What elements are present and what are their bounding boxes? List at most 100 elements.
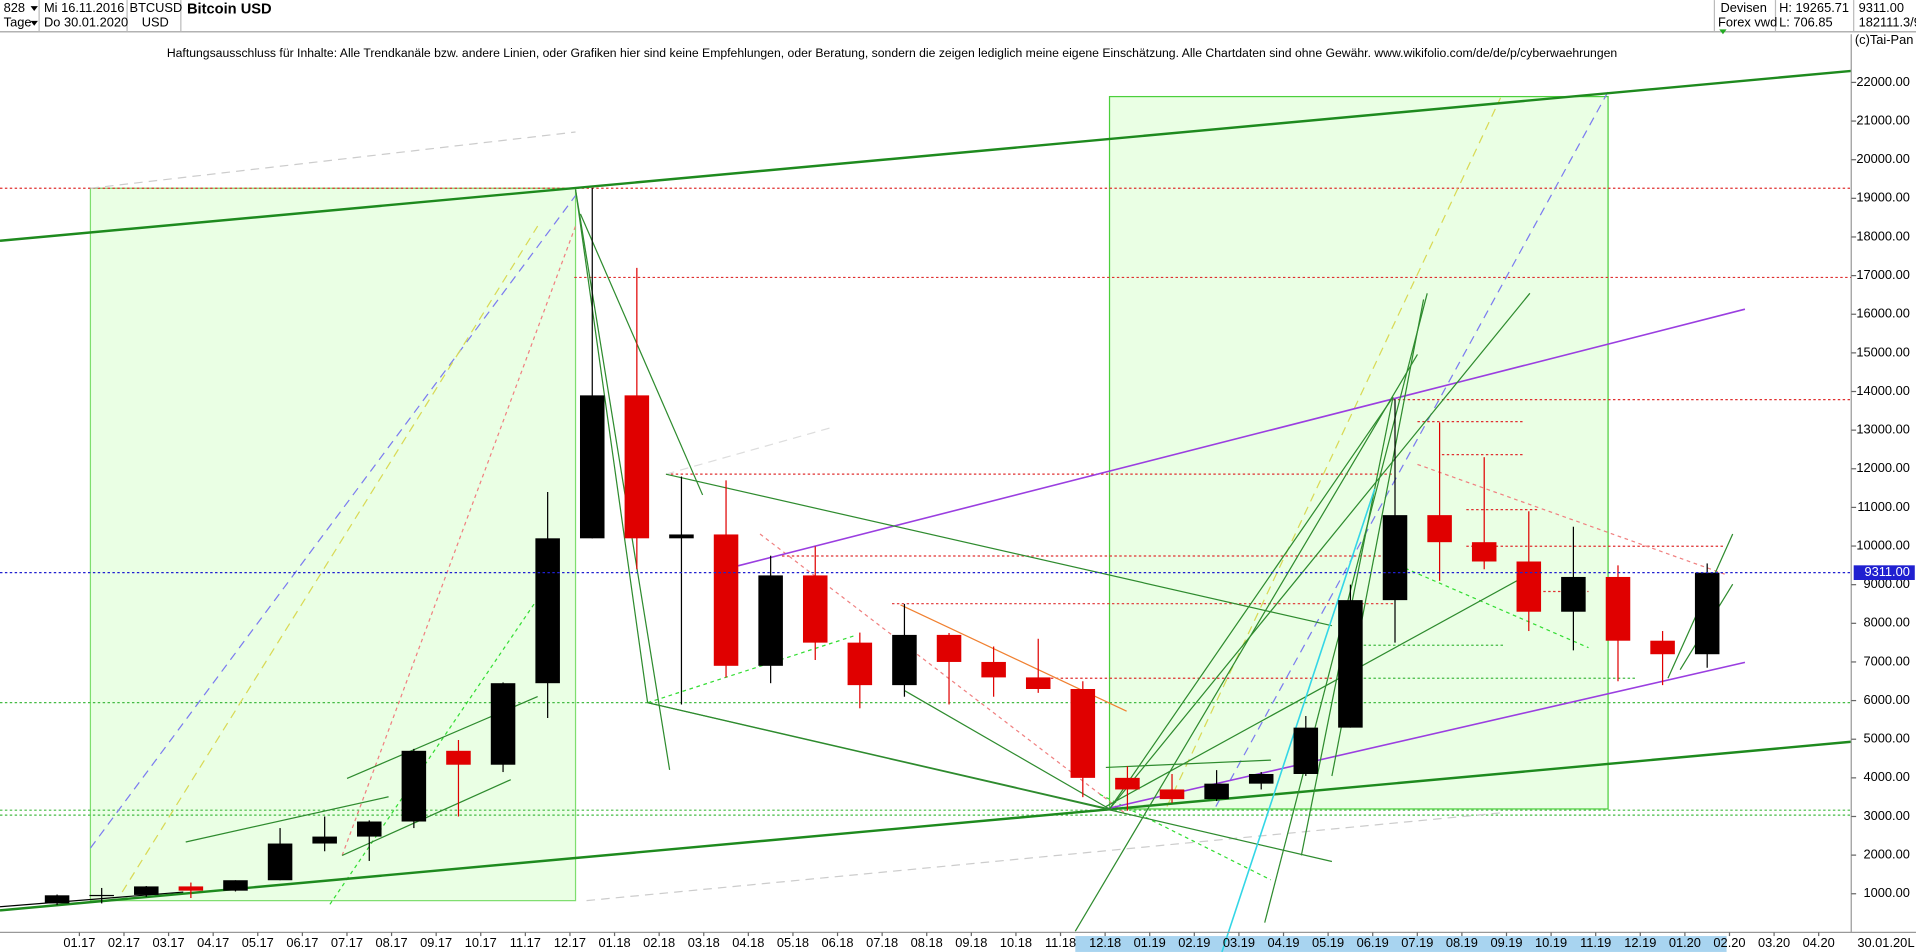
candle-body — [401, 750, 427, 822]
levels — [0, 187, 1852, 679]
x-tick-label: 01.18 — [598, 935, 630, 950]
x-tick-label: 08.17 — [376, 935, 408, 950]
candle-body — [89, 894, 114, 897]
y-tick-label: 17000.00 — [1856, 267, 1910, 282]
x-tick-label: 06.19 — [1357, 935, 1389, 950]
x-tick-label: 02.20 — [1713, 935, 1745, 950]
disclaimer: Haftungsausschluss für Inhalte: Alle Tre… — [167, 46, 1617, 60]
x-tick-label: 03.17 — [153, 935, 185, 950]
x-tick-label: 04.20 — [1803, 935, 1835, 950]
y-tick-label: 2000.00 — [1864, 847, 1910, 862]
end-date: Do 30.01.2020 — [44, 15, 128, 30]
currency: USD — [142, 15, 169, 30]
candle-body — [1248, 773, 1274, 784]
x-tick-label: 11.19 — [1580, 935, 1611, 950]
x-tick-label: 01.19 — [1134, 935, 1166, 950]
candle-body — [44, 895, 70, 904]
dropdown-arrow[interactable] — [30, 20, 38, 26]
candle-body — [134, 886, 159, 895]
y-tick-label: 21000.00 — [1856, 112, 1910, 127]
low: L: 706.85 — [1779, 15, 1833, 30]
y-tick-label: 19000.00 — [1856, 190, 1910, 205]
scale-mode[interactable]: L — [1907, 935, 1914, 950]
candle-body — [802, 575, 828, 643]
copyright: (c)Tai-Pan — [1855, 32, 1913, 47]
x-tick-label: 01.17 — [63, 935, 95, 950]
market: Devisen — [1720, 0, 1766, 15]
candle-body — [1204, 783, 1229, 800]
candle-body — [1516, 561, 1542, 612]
x-tick-label: 11.18 — [1045, 935, 1076, 950]
y-tick-label: 8000.00 — [1864, 615, 1910, 630]
y-tick-label: 18000.00 — [1856, 228, 1910, 243]
x-tick-label: 02.19 — [1178, 935, 1210, 950]
last-price-box — [1853, 565, 1915, 580]
x-tick-label: 04.19 — [1267, 935, 1299, 950]
last-price-label: 9311.00 — [1864, 564, 1909, 579]
start-date: Mi 16.11.2016 — [44, 0, 124, 15]
candle-body — [535, 538, 560, 684]
chart-id[interactable]: 828 — [4, 0, 25, 15]
x-tick-label: 07.19 — [1401, 935, 1433, 950]
x-tick-label: 07.17 — [331, 935, 363, 950]
x-tick-label: 12.18 — [1089, 935, 1121, 950]
candle-body — [267, 843, 293, 881]
y-tick-label: 16000.00 — [1856, 306, 1910, 321]
x-tick-label: 10.17 — [465, 935, 497, 950]
zone — [89, 187, 577, 902]
y-tick-label: 4000.00 — [1864, 769, 1910, 784]
candle-body — [1694, 572, 1720, 655]
x-tick-label: 10.18 — [1000, 935, 1032, 950]
x-tick-label: 11.17 — [510, 935, 541, 950]
x-tick-label: 08.18 — [911, 935, 943, 950]
candle-body — [981, 661, 1006, 678]
candle-body — [1115, 777, 1140, 790]
x-tick-label: 02.17 — [108, 935, 140, 950]
y-tick-label: 13000.00 — [1856, 422, 1910, 437]
drawings — [0, 69, 1852, 952]
selection — [1075, 936, 1727, 952]
x-tick-label: 04.17 — [197, 935, 229, 950]
y-tick-label: 14000.00 — [1856, 383, 1910, 398]
candle-body — [1025, 677, 1051, 689]
period[interactable]: Tage — [4, 15, 32, 30]
x-tick-label: 09.17 — [420, 935, 452, 950]
candle-body — [579, 395, 605, 539]
x-tick-label: 12.17 — [554, 935, 586, 950]
x-tick-label: 03.20 — [1758, 935, 1790, 950]
x-tick-label: 05.17 — [242, 935, 274, 950]
x-tick-label: 04.18 — [732, 935, 764, 950]
candle-body — [223, 880, 248, 891]
candle-body — [1070, 688, 1096, 778]
last-date: 30.01.20 — [1857, 935, 1907, 950]
symbol: BTCUSD — [130, 0, 183, 15]
x-tick-label: 08.19 — [1446, 935, 1478, 950]
high: H: 19265.71 — [1779, 0, 1849, 15]
y-tick-label: 15000.00 — [1856, 344, 1910, 359]
x-tick-label: 07.18 — [866, 935, 898, 950]
x-tick-label: 09.18 — [955, 935, 987, 950]
candle-body — [1427, 515, 1452, 543]
candle-body — [490, 683, 516, 765]
candle-body — [446, 750, 471, 765]
candle-body — [1159, 789, 1185, 800]
chart-title: Bitcoin USD — [187, 2, 272, 18]
candle-body — [624, 395, 650, 539]
candle-body — [1382, 515, 1408, 601]
x-tick-label: 03.18 — [688, 935, 720, 950]
y-tick-label: 5000.00 — [1864, 731, 1910, 746]
dropdown-arrow[interactable] — [30, 6, 38, 12]
candle-body — [713, 534, 739, 666]
x-tick-label: 06.17 — [286, 935, 318, 950]
x-tick-label: 05.18 — [777, 935, 809, 950]
candle-body — [312, 836, 337, 844]
x-tick-label: 09.19 — [1490, 935, 1522, 950]
candle-body — [936, 634, 962, 662]
x-tick-label: 12.19 — [1624, 935, 1656, 950]
y-tick-label: 3000.00 — [1864, 808, 1910, 823]
y-tick-label: 1000.00 — [1864, 885, 1910, 900]
candle-body — [847, 642, 873, 686]
x-tick-label: 01.20 — [1669, 935, 1701, 950]
